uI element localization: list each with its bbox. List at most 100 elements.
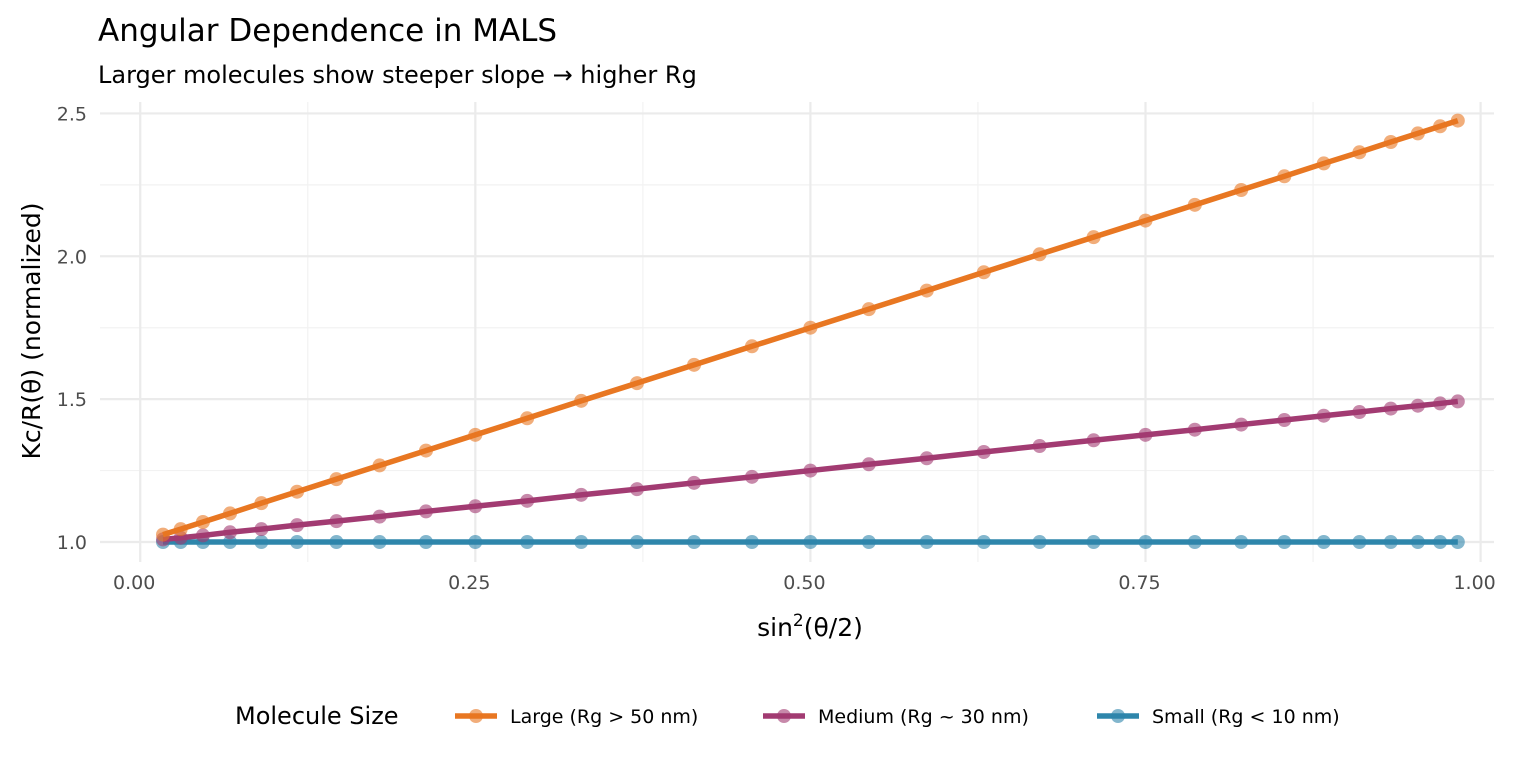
data-point	[1086, 433, 1101, 448]
data-point	[290, 518, 305, 533]
data-point	[254, 522, 269, 537]
data-point	[290, 484, 305, 499]
data-point	[976, 445, 991, 459]
data-point	[1187, 197, 1202, 212]
data-point	[329, 535, 344, 549]
data-point	[1383, 135, 1398, 149]
data-point	[290, 535, 305, 549]
y-axis-ticks: 1.0 1.5 2.0 2.5	[57, 103, 87, 554]
data-point	[919, 535, 934, 549]
data-point	[329, 472, 344, 487]
data-point	[1450, 535, 1465, 549]
data-point	[418, 443, 433, 458]
series-layer	[155, 113, 1465, 549]
x-tick-label: 0.25	[448, 572, 490, 594]
x-axis-title-rest: (θ/2)	[804, 613, 863, 642]
data-point	[223, 535, 238, 549]
data-point	[468, 535, 483, 549]
data-point	[1316, 156, 1331, 171]
data-point	[1277, 413, 1292, 427]
series-1	[155, 394, 1465, 547]
data-point	[254, 535, 269, 549]
data-point	[1410, 535, 1425, 549]
data-point	[372, 509, 387, 524]
legend-title: Molecule Size	[235, 702, 399, 730]
x-tick-label: 0.75	[1118, 572, 1160, 594]
data-point	[1234, 183, 1249, 197]
data-point	[1433, 535, 1448, 549]
data-point	[803, 320, 818, 335]
data-point	[1032, 439, 1047, 453]
data-point	[1383, 401, 1398, 416]
data-point	[195, 515, 210, 529]
data-point	[520, 411, 535, 426]
legend-item: Medium (Rg ~ 30 nm)	[763, 706, 1029, 728]
data-point	[574, 487, 589, 502]
data-point	[1138, 213, 1153, 228]
data-point	[372, 535, 387, 549]
series-0	[155, 113, 1465, 542]
data-point	[1234, 417, 1249, 432]
data-point	[1433, 119, 1448, 134]
data-point	[173, 522, 188, 537]
y-tick-label: 1.0	[57, 532, 87, 554]
data-point	[1450, 113, 1465, 128]
data-point	[468, 499, 483, 514]
y-axis-title: Kc/R(θ) (normalized)	[17, 202, 46, 459]
data-point	[1410, 398, 1425, 413]
data-point	[1138, 535, 1153, 549]
data-point	[1277, 535, 1292, 549]
data-point	[803, 535, 818, 549]
data-point	[861, 457, 876, 472]
legend-label: Large (Rg > 50 nm)	[510, 706, 698, 728]
data-point	[919, 283, 934, 298]
legend-label: Medium (Rg ~ 30 nm)	[818, 706, 1029, 728]
data-point	[1187, 422, 1202, 437]
data-point	[574, 535, 589, 549]
data-point	[976, 265, 991, 280]
x-axis-title: sin2(θ/2)	[757, 611, 863, 642]
x-axis-title-base: sin	[757, 613, 793, 642]
data-point	[629, 482, 644, 497]
legend-item: Large (Rg > 50 nm)	[455, 706, 698, 728]
data-point	[1138, 427, 1153, 442]
data-point	[468, 427, 483, 442]
data-point	[1086, 230, 1101, 245]
data-point	[1352, 535, 1367, 549]
data-point	[687, 475, 702, 490]
data-point	[223, 525, 238, 540]
data-point	[520, 535, 535, 549]
data-point	[520, 493, 535, 508]
data-point	[1032, 247, 1047, 262]
data-point	[1277, 169, 1292, 184]
data-point	[1234, 535, 1249, 549]
legend-key-point	[469, 709, 483, 723]
data-point	[976, 535, 991, 549]
data-point	[629, 535, 644, 549]
legend: Molecule Size Large (Rg > 50 nm) Medium (…	[235, 702, 1340, 730]
data-point	[1316, 408, 1331, 423]
data-point	[803, 463, 818, 478]
data-point	[1450, 394, 1465, 409]
data-point	[861, 302, 876, 317]
legend-item: Small (Rg < 10 nm)	[1097, 706, 1340, 728]
data-point	[744, 469, 759, 484]
data-point	[861, 535, 876, 549]
series-2	[155, 535, 1465, 549]
x-axis-title-sup: 2	[793, 611, 804, 631]
data-point	[1352, 405, 1367, 419]
data-point	[687, 357, 702, 372]
data-point	[1187, 535, 1202, 549]
data-point	[329, 514, 344, 529]
data-point	[254, 496, 269, 511]
y-tick-label: 2.5	[57, 103, 87, 125]
data-point	[574, 393, 589, 408]
chart-subtitle: Larger molecules show steeper slope → hi…	[98, 61, 697, 89]
data-point	[919, 451, 934, 466]
x-tick-label: 1.00	[1453, 572, 1495, 594]
data-point	[1433, 396, 1448, 411]
data-point	[195, 528, 210, 543]
data-point	[1410, 126, 1425, 141]
data-point	[744, 339, 759, 354]
data-point	[418, 535, 433, 549]
